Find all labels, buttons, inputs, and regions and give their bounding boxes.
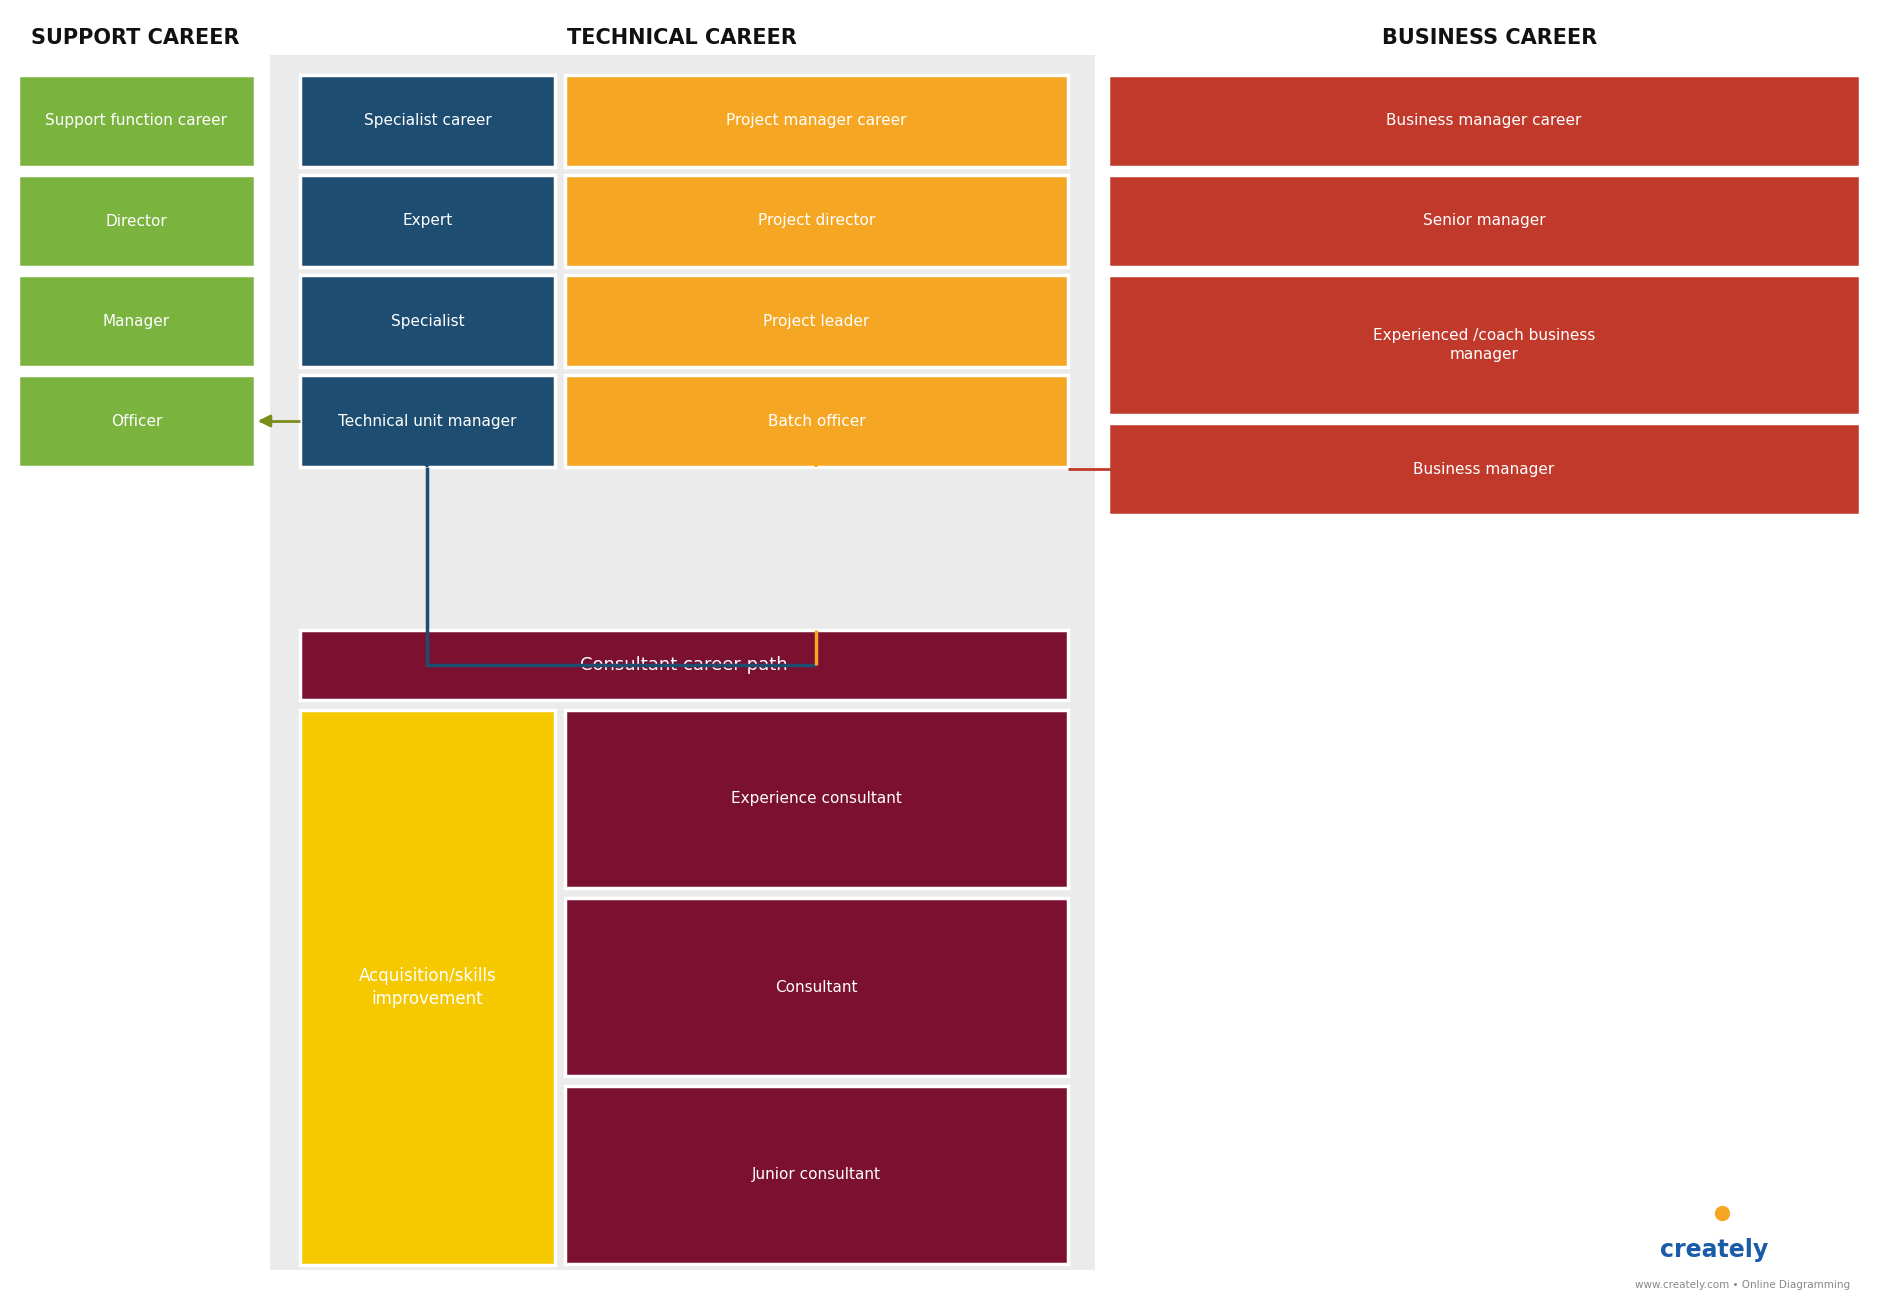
Bar — [565, 375, 1068, 467]
Text: Project director: Project director — [758, 213, 875, 229]
Text: Support function career: Support function career — [45, 113, 227, 129]
Bar — [565, 275, 1068, 367]
Bar — [300, 711, 556, 1265]
Bar — [1107, 275, 1860, 415]
Text: Manager: Manager — [103, 313, 171, 329]
Text: creately: creately — [1659, 1238, 1768, 1262]
Text: Senior manager: Senior manager — [1423, 213, 1545, 229]
Text: Project manager career: Project manager career — [726, 113, 907, 129]
Bar — [1107, 175, 1860, 267]
Text: Business manager career: Business manager career — [1387, 113, 1582, 129]
Text: Officer: Officer — [111, 413, 161, 429]
Text: TECHNICAL CAREER: TECHNICAL CAREER — [567, 28, 798, 47]
Bar — [565, 898, 1068, 1076]
Bar — [565, 75, 1068, 167]
Text: Acquisition/skills
improvement: Acquisition/skills improvement — [359, 967, 496, 1008]
Bar — [1107, 422, 1860, 515]
Bar — [19, 75, 255, 167]
Text: Batch officer: Batch officer — [768, 413, 865, 429]
Bar — [300, 175, 556, 267]
Text: Consultant: Consultant — [775, 979, 858, 995]
Bar — [300, 75, 556, 167]
Bar — [300, 630, 1068, 700]
Bar — [19, 375, 255, 467]
Bar — [1107, 75, 1860, 167]
Bar — [300, 375, 556, 467]
Text: Experience consultant: Experience consultant — [730, 791, 903, 807]
Text: Consultant career path: Consultant career path — [580, 655, 788, 674]
Text: BUSINESS CAREER: BUSINESS CAREER — [1381, 28, 1597, 47]
Bar — [19, 175, 255, 267]
Text: www.creately.com • Online Diagramming: www.creately.com • Online Diagramming — [1635, 1280, 1851, 1290]
Bar — [565, 1086, 1068, 1263]
Text: Director: Director — [105, 213, 167, 229]
Bar — [270, 55, 1094, 1270]
Text: Business manager: Business manager — [1413, 462, 1554, 476]
Text: Junior consultant: Junior consultant — [753, 1167, 880, 1183]
Bar — [565, 711, 1068, 888]
Bar — [19, 275, 255, 367]
Text: Expert: Expert — [402, 213, 452, 229]
Text: Project leader: Project leader — [764, 313, 869, 329]
Text: Specialist: Specialist — [390, 313, 464, 329]
Bar — [300, 275, 556, 367]
Text: SUPPORT CAREER: SUPPORT CAREER — [30, 28, 238, 47]
Text: Specialist career: Specialist career — [364, 113, 492, 129]
Text: Experienced /coach business
manager: Experienced /coach business manager — [1372, 328, 1595, 362]
Bar — [565, 175, 1068, 267]
Text: Technical unit manager: Technical unit manager — [338, 413, 516, 429]
